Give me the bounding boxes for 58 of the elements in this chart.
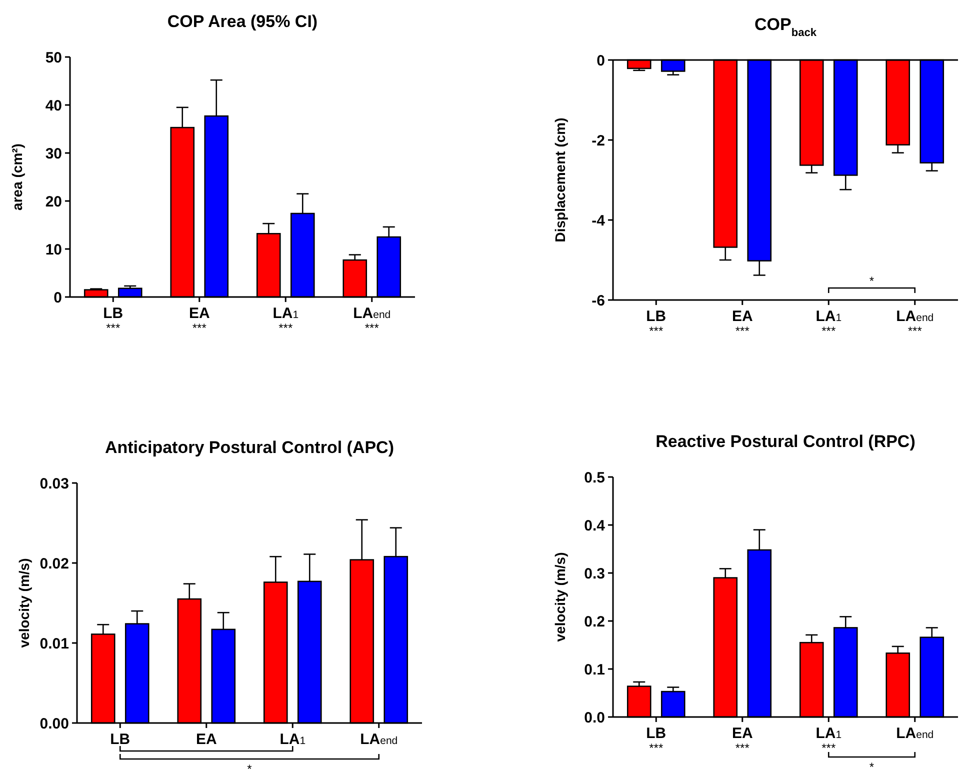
y-tick-label: 0.01 bbox=[40, 635, 69, 652]
y-tick-label: 0.0 bbox=[584, 709, 605, 726]
y-tick-label: -6 bbox=[592, 292, 605, 310]
text: * bbox=[247, 762, 252, 776]
y-axis-title: velocity (m/s) bbox=[16, 558, 32, 648]
x-tick-label: LA1 bbox=[816, 308, 842, 325]
chart-title: COP$_{back}$ bbox=[754, 15, 818, 39]
x-tick-label: LB bbox=[103, 305, 124, 322]
y-tick-label: 20 bbox=[45, 193, 62, 210]
x-tick-label: EA bbox=[188, 305, 210, 322]
x-tick-label: LA1 bbox=[816, 725, 842, 742]
y-tick-label: 0.1 bbox=[584, 661, 605, 678]
annotation: * bbox=[869, 274, 874, 288]
x-tick-label: LB bbox=[110, 731, 130, 748]
text: *** bbox=[106, 321, 120, 335]
text: * bbox=[869, 760, 874, 774]
x-tick-label: LAend bbox=[896, 725, 934, 742]
text: *** bbox=[822, 324, 836, 338]
text: *** bbox=[735, 324, 750, 338]
y-axis-title: velocity (m/s) bbox=[552, 552, 568, 642]
text: *** bbox=[278, 321, 293, 335]
y-tick-label: 0.00 bbox=[40, 715, 69, 732]
x-tick-label: LB bbox=[646, 725, 666, 742]
y-tick-label: 0.5 bbox=[584, 469, 605, 486]
x-tick-label: LAend bbox=[353, 305, 391, 322]
y-axis-title: area (cm²) bbox=[9, 144, 25, 210]
y-tick-label: 40 bbox=[45, 97, 62, 114]
y-tick-label: 0.02 bbox=[40, 555, 69, 572]
text: *** bbox=[822, 741, 836, 755]
y-axis-title: Displacement (cm) bbox=[552, 118, 568, 242]
x-tick-label: LAend bbox=[896, 308, 934, 325]
y-tick-label: 0.3 bbox=[584, 565, 605, 582]
x-tick-label: EA bbox=[732, 725, 753, 742]
y-tick-label: 0 bbox=[54, 289, 62, 306]
x-tick-label: EA bbox=[732, 308, 753, 325]
y-tick-label: 0.4 bbox=[584, 517, 606, 534]
chart-title: Reactive Postural Control (RPC) bbox=[656, 432, 916, 451]
x-tick-label: LAend bbox=[360, 731, 398, 748]
y-tick-label: -2 bbox=[592, 132, 605, 150]
y-tick-label: 30 bbox=[45, 145, 62, 162]
text: *** bbox=[192, 321, 207, 335]
text: *** bbox=[364, 321, 380, 335]
chart-title: COP Area (95% CI) bbox=[167, 12, 318, 31]
text: *** bbox=[649, 741, 664, 755]
chart-title: Anticipatory Postural Control (APC) bbox=[104, 438, 394, 457]
x-tick-label: EA bbox=[196, 731, 217, 748]
text: *** bbox=[908, 324, 922, 338]
x-tick-label: LA1 bbox=[272, 305, 299, 322]
y-tick-label: 50 bbox=[45, 49, 62, 66]
x-tick-label: LA1 bbox=[280, 731, 306, 748]
y-tick-label: 0.2 bbox=[584, 613, 605, 630]
y-tick-label: 0 bbox=[596, 52, 605, 70]
x-tick-label: LB bbox=[646, 308, 666, 325]
y-tick-label: 0.03 bbox=[40, 475, 69, 492]
text: *** bbox=[735, 741, 750, 755]
y-tick-label: -4 bbox=[592, 212, 606, 230]
text: *** bbox=[649, 324, 664, 338]
y-tick-label: 10 bbox=[45, 241, 62, 258]
